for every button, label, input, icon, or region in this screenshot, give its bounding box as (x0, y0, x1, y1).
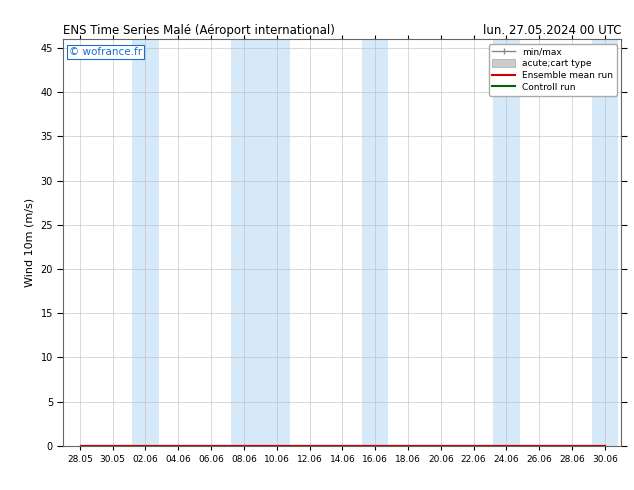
Bar (592, 39, 618, 446)
Legend: min/max, acute;cart type, Ensemble mean run, Controll run: min/max, acute;cart type, Ensemble mean … (489, 44, 617, 96)
Text: © wofrance.fr: © wofrance.fr (69, 48, 142, 57)
Bar (133, 39, 158, 446)
Y-axis label: Wind 10m (m/s): Wind 10m (m/s) (25, 198, 35, 287)
Bar (362, 39, 388, 446)
Bar (231, 39, 290, 446)
Text: lun. 27.05.2024 00 UTC: lun. 27.05.2024 00 UTC (483, 24, 621, 37)
Text: ENS Time Series Malé (Aéroport international): ENS Time Series Malé (Aéroport internati… (63, 24, 335, 37)
Bar (493, 39, 520, 446)
